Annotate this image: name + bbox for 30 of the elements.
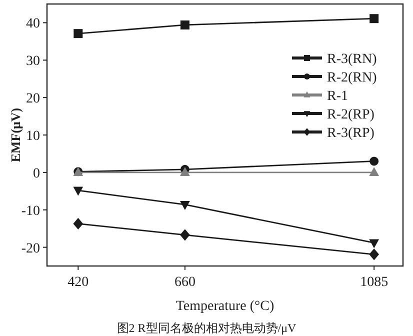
point	[369, 248, 380, 260]
y-tick-label: 10	[26, 129, 40, 144]
point	[73, 218, 84, 230]
legend-label: R-2(RN)	[327, 70, 378, 86]
caption: 图2 R型同名极的相对热电动势/μV	[116, 321, 297, 335]
y-tick-label: -20	[21, 241, 40, 256]
y-tick-label: 0	[33, 166, 40, 182]
point	[180, 167, 190, 176]
point	[180, 201, 190, 210]
point	[370, 156, 379, 166]
point	[73, 186, 84, 196]
point	[74, 29, 83, 38]
x-tick-label: 1085	[360, 275, 388, 290]
point	[180, 229, 190, 241]
y-tick-label: 30	[26, 54, 40, 70]
x-tick-label: 660	[174, 275, 196, 290]
legend-label: R-1	[327, 89, 348, 104]
y-axis-title: EMF(μV)	[8, 108, 23, 162]
x-tick-label: 420	[68, 275, 89, 290]
legend-label: R-3(RN)	[327, 52, 378, 67]
legend-label: R-3(RP)	[327, 126, 375, 141]
y-tick-label: 40	[26, 16, 40, 32]
legend-label: R-2(RP)	[327, 108, 375, 122]
point	[369, 167, 380, 176]
y-tick-label: -10	[21, 204, 40, 219]
point	[180, 20, 190, 30]
point	[370, 14, 379, 24]
point	[369, 239, 380, 248]
y-tick-label: 20	[26, 92, 40, 107]
x-axis-title: Temperature (°C)	[176, 299, 274, 314]
